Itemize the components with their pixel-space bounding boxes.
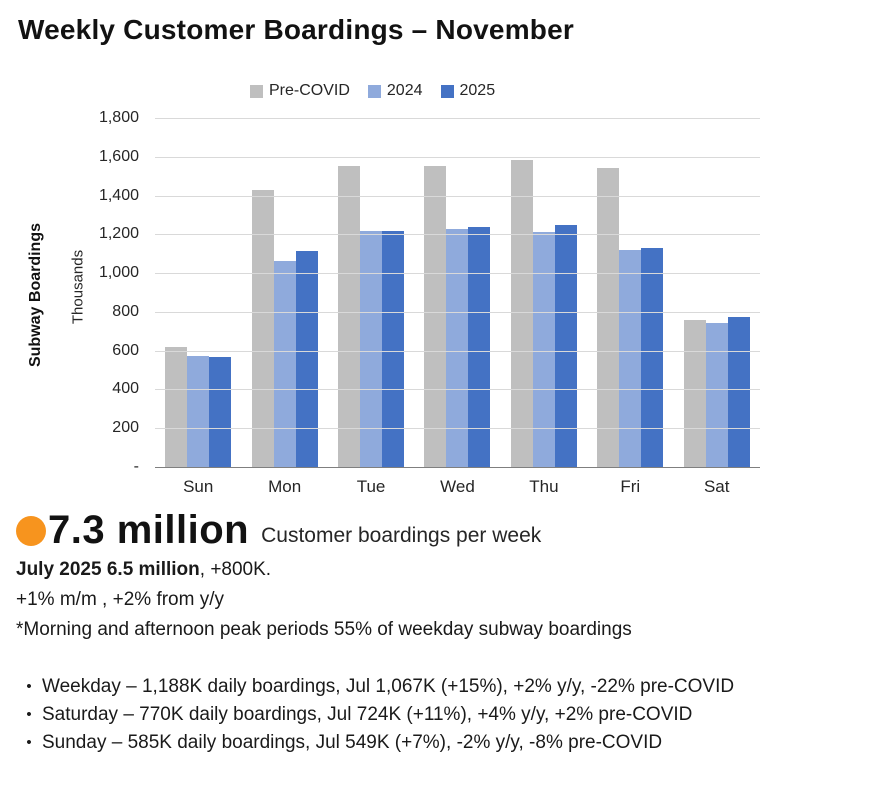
- gridline: [155, 273, 760, 275]
- gridline: [155, 156, 760, 158]
- stat-line-2: +1% m/m , +2% from y/y: [16, 589, 224, 610]
- bullet-icon: •: [26, 734, 32, 751]
- bar-series-container: [155, 118, 760, 467]
- y-axis-tick-labels: - 200 400 600 800 1,000 1,200 1,400 1,600 1,800: [93, 109, 147, 475]
- gridline: [155, 234, 760, 236]
- x-tick-label-fri: Fri: [620, 477, 641, 496]
- legend-label-2024: 2024: [386, 82, 423, 99]
- bar-2024-mon: [273, 261, 296, 467]
- y-tick-label: 1,800: [98, 109, 139, 126]
- legend-swatch-pre-covid-icon: [250, 84, 263, 98]
- gridline: [155, 311, 760, 313]
- bar-2025-tue: [382, 231, 405, 467]
- y-tick-label: 1,400: [98, 186, 139, 204]
- bar-group-tue: [336, 166, 406, 467]
- bar-group-mon: [250, 190, 320, 467]
- headline-value: 7.3 million: [48, 508, 250, 552]
- legend-label-pre-covid: Pre-COVID: [269, 82, 350, 99]
- bar-group-sun: [163, 347, 233, 467]
- bar-2025-thu: [554, 225, 577, 467]
- legend-swatch-2024-icon: [367, 84, 381, 98]
- gridline: [155, 428, 760, 430]
- bar-2024-fri: [619, 250, 642, 467]
- y-axis-title: Subway Boardings: [27, 222, 44, 368]
- bullet-text-saturday: Saturday – 770K daily boardings, Jul 724…: [42, 704, 693, 725]
- bar-2024-wed: [446, 229, 469, 467]
- y-tick-label: 600: [112, 341, 139, 359]
- x-tick-label-sun: Sun: [183, 477, 214, 496]
- plot-area: [155, 118, 760, 468]
- bar-2025-sun: [209, 357, 232, 467]
- bar-2024-thu: [532, 232, 555, 467]
- y-tick-label: 400: [112, 380, 139, 398]
- headline-row: 7.3 million Customer boardings per week: [16, 508, 885, 553]
- bullet-icon: •: [26, 706, 32, 723]
- x-tick-label-tue: Tue: [356, 477, 386, 496]
- stat-line-3: *Morning and afternoon peak periods 55% …: [16, 619, 632, 640]
- gridline: [155, 350, 760, 352]
- x-axis-tick-labels: Sun Mon Tue Wed Thu Fri Sat: [155, 477, 760, 497]
- y-tick-label: 1,200: [98, 225, 139, 243]
- legend-item-pre-covid: Pre-COVID: [250, 82, 350, 100]
- bar-pre-covid-fri: [597, 168, 620, 467]
- stat-line-1: July 2025 6.5 million, +800K.: [16, 557, 885, 583]
- bullet-icon: •: [26, 678, 32, 695]
- bar-pre-covid-wed: [424, 166, 447, 467]
- bar-2025-fri: [641, 248, 664, 467]
- bar-pre-covid-mon: [251, 190, 274, 467]
- x-tick-label-mon: Mon: [268, 477, 302, 496]
- y-tick-label: 1,000: [98, 264, 139, 282]
- stat-line-1-rest: , +800K.: [199, 559, 272, 580]
- legend-item-2025: 2025: [440, 82, 496, 100]
- bullet-item-saturday: • Saturday – 770K daily boardings, Jul 7…: [16, 701, 885, 729]
- bullet-item-weekday: • Weekday – 1,188K daily boardings, Jul …: [16, 673, 885, 701]
- gridline: [155, 389, 760, 391]
- bullet-list: • Weekday – 1,188K daily boardings, Jul …: [16, 673, 885, 757]
- bar-pre-covid-tue: [338, 166, 361, 467]
- summary-text-block: 7.3 million Customer boardings per week …: [16, 508, 885, 757]
- y-tick-label: -: [133, 458, 139, 475]
- bullet-item-sunday: • Sunday – 585K daily boardings, Jul 549…: [16, 729, 885, 757]
- legend-swatch-2025-icon: [440, 84, 454, 98]
- headline-caption: Customer boardings per week: [261, 523, 542, 547]
- legend-label-2025: 2025: [459, 82, 496, 99]
- x-tick-label-wed: Wed: [440, 477, 475, 496]
- gridline: [155, 195, 760, 197]
- x-tick-label-thu: Thu: [529, 477, 559, 496]
- bar-group-thu: [509, 160, 579, 467]
- bar-group-fri: [595, 168, 665, 467]
- y-tick-label: 800: [112, 302, 139, 320]
- y-axis-units-label: Thousands: [69, 249, 87, 325]
- bullet-text-sunday: Sunday – 585K daily boardings, Jul 549K …: [42, 732, 663, 753]
- bar-2024-sat: [705, 323, 728, 467]
- chart-legend: Pre-COVID 2024 2025: [250, 82, 495, 100]
- chart-title: Weekly Customer Boardings – November: [18, 14, 574, 45]
- stat-line-1-bold: July 2025 6.5 million: [16, 559, 200, 580]
- bar-pre-covid-sat: [683, 320, 706, 467]
- y-tick-label: 200: [112, 419, 139, 437]
- bar-2024-tue: [360, 231, 383, 467]
- bar-group-sat: [682, 317, 752, 467]
- bar-2024-sun: [187, 356, 210, 467]
- bar-2025-mon: [295, 251, 318, 467]
- bullet-text-weekday: Weekday – 1,188K daily boardings, Jul 1,…: [42, 676, 735, 697]
- bar-2025-sat: [727, 317, 750, 467]
- bar-pre-covid-sun: [165, 347, 188, 467]
- x-tick-label-sat: Sat: [703, 477, 730, 496]
- bar-2025-wed: [468, 227, 491, 467]
- bar-group-wed: [422, 166, 492, 467]
- gridline: [155, 118, 760, 119]
- legend-item-2024: 2024: [367, 82, 423, 100]
- orange-dot-icon: [16, 515, 46, 546]
- bar-pre-covid-thu: [510, 160, 533, 467]
- y-tick-label: 1,600: [98, 147, 139, 165]
